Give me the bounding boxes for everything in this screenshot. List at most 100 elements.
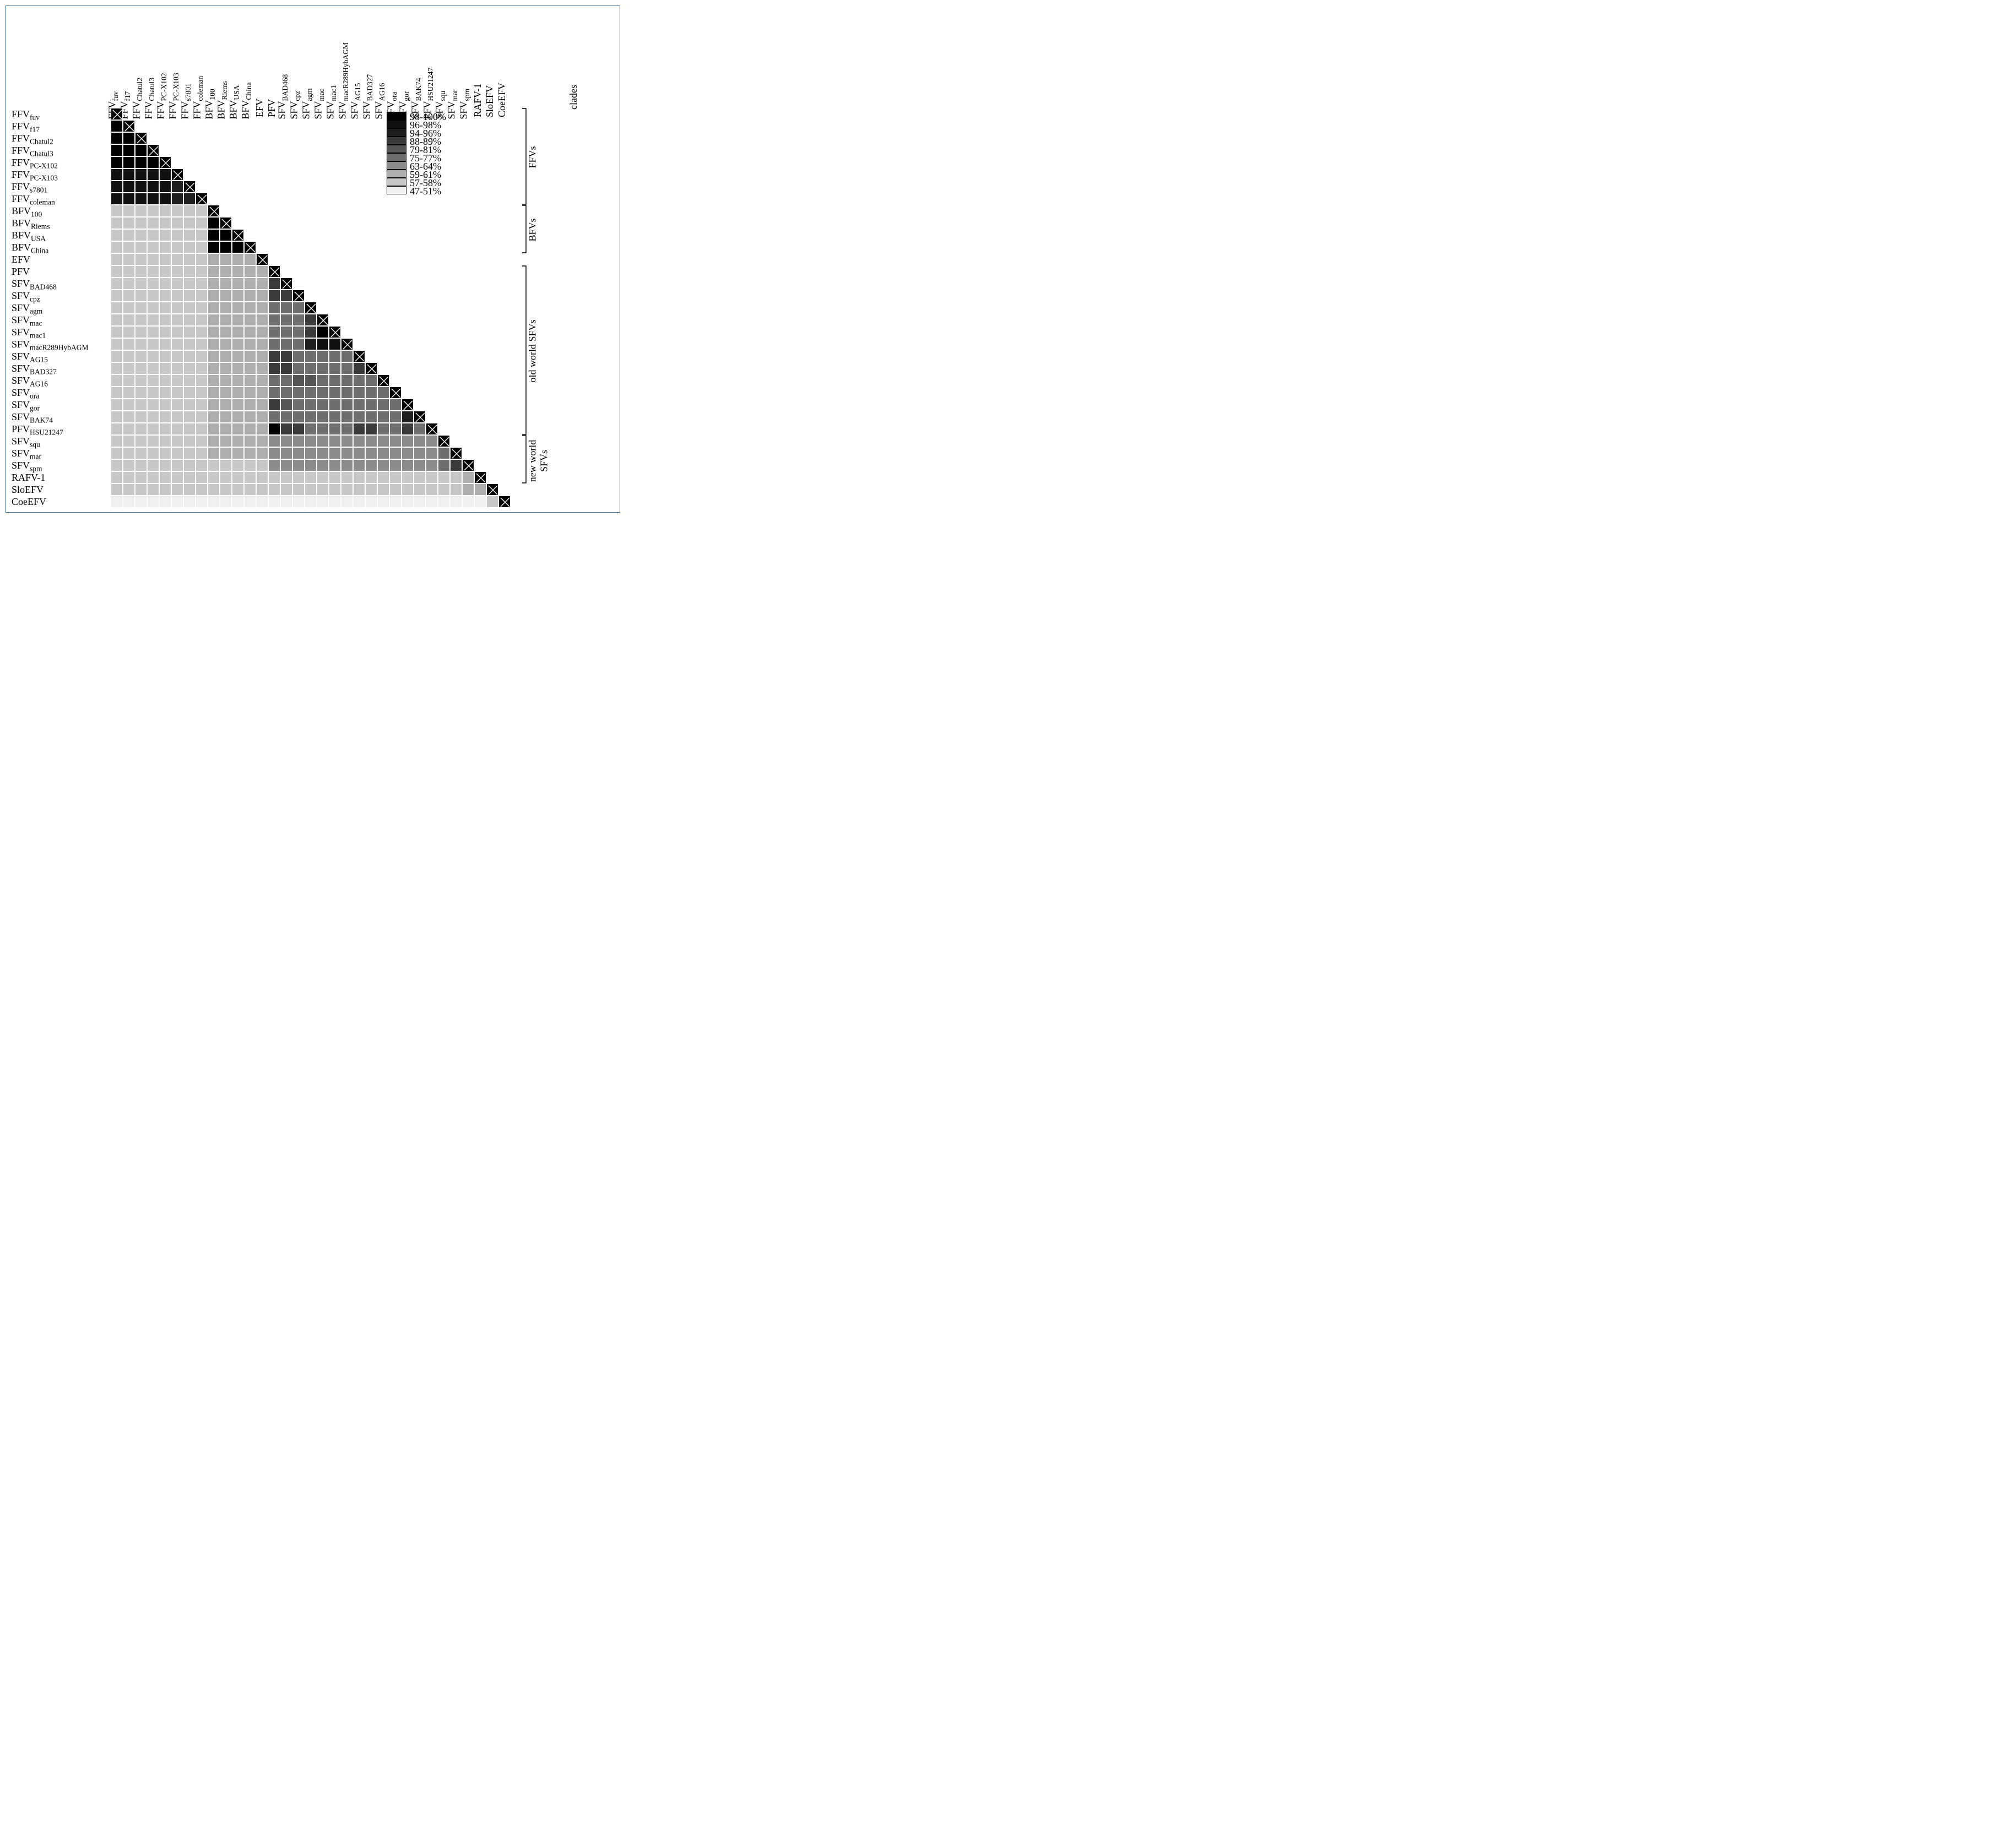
legend-swatch (387, 178, 406, 186)
heatmap-cell (111, 278, 123, 290)
heatmap-cell (147, 193, 159, 205)
heatmap-cell (292, 471, 305, 483)
heatmap-cell (220, 229, 232, 241)
heatmap-cell (159, 278, 171, 290)
heatmap-cell (159, 350, 171, 362)
heatmap-cell (123, 229, 135, 241)
heatmap-cell (377, 496, 389, 508)
heatmap-cell (280, 314, 292, 326)
heatmap-cell (159, 302, 171, 314)
heatmap-cell (183, 229, 196, 241)
heatmap-cell (292, 483, 305, 496)
heatmap-cell (196, 278, 208, 290)
heatmap-cell (135, 483, 147, 496)
heatmap-cell (147, 374, 159, 387)
heatmap-cell (474, 483, 486, 496)
heatmap-cell (135, 459, 147, 471)
heatmap-cell (111, 169, 123, 181)
heatmap-cell (305, 338, 317, 350)
heatmap-cell (280, 374, 292, 387)
heatmap-cell (414, 411, 426, 423)
heatmap-cell (353, 374, 365, 387)
heatmap-cell (305, 411, 317, 423)
row-label: SFVmac1 (12, 327, 107, 340)
heatmap-cell (414, 423, 426, 435)
heatmap-cell (232, 265, 244, 278)
heatmap-cell (365, 387, 377, 399)
heatmap-cell (171, 265, 183, 278)
heatmap-cell (220, 471, 232, 483)
heatmap-cell (317, 338, 329, 350)
heatmap-cell (389, 387, 402, 399)
heatmap-cell (292, 362, 305, 374)
heatmap-cell (123, 411, 135, 423)
heatmap-cell (208, 435, 220, 447)
heatmap-cell (402, 399, 414, 411)
heatmap-cell (147, 387, 159, 399)
heatmap-cell (123, 265, 135, 278)
heatmap-cell (135, 265, 147, 278)
heatmap-cell (135, 362, 147, 374)
heatmap-cell (147, 169, 159, 181)
heatmap-cell (220, 350, 232, 362)
heatmap-cell (305, 350, 317, 362)
legend-swatch (387, 186, 406, 194)
heatmap-cell (292, 399, 305, 411)
heatmap-cell (135, 144, 147, 156)
heatmap-cell (183, 411, 196, 423)
heatmap-cell (244, 278, 256, 290)
heatmap-cell (341, 411, 353, 423)
heatmap-cell (171, 241, 183, 253)
heatmap-cell (159, 229, 171, 241)
heatmap-cell (135, 229, 147, 241)
heatmap-cell (268, 471, 280, 483)
heatmap-cell (450, 471, 462, 483)
heatmap-cell (208, 326, 220, 338)
heatmap-cell (244, 362, 256, 374)
heatmap-cell (268, 411, 280, 423)
heatmap-cell (123, 169, 135, 181)
legend-label: 47-51% (410, 186, 441, 197)
heatmap-cell (220, 326, 232, 338)
heatmap-cell (147, 278, 159, 290)
heatmap-cell (256, 265, 268, 278)
heatmap-cell (147, 217, 159, 229)
heatmap-cell (111, 181, 123, 193)
heatmap-cell (171, 471, 183, 483)
heatmap-cell (208, 483, 220, 496)
heatmap-cell (450, 483, 462, 496)
heatmap-cell (123, 253, 135, 265)
heatmap-cell (438, 459, 450, 471)
legend-swatch (387, 137, 406, 145)
heatmap-cell (389, 496, 402, 508)
heatmap-cell (171, 314, 183, 326)
heatmap-cell (292, 290, 305, 302)
heatmap-cell (159, 362, 171, 374)
heatmap-cell (341, 496, 353, 508)
heatmap-cell (159, 290, 171, 302)
heatmap-cell (256, 459, 268, 471)
heatmap-cell (171, 423, 183, 435)
heatmap-cell (159, 471, 171, 483)
heatmap-cell (111, 205, 123, 217)
heatmap-cell (256, 387, 268, 399)
heatmap-cell (377, 387, 389, 399)
heatmap-cell (111, 241, 123, 253)
heatmap-cell (244, 314, 256, 326)
heatmap-cell (135, 156, 147, 169)
heatmap-cell (232, 387, 244, 399)
heatmap-cell (329, 362, 341, 374)
col-label: SFVspm (458, 89, 472, 119)
heatmap-cell (208, 205, 220, 217)
heatmap-cell (305, 447, 317, 459)
heatmap-cell (196, 483, 208, 496)
heatmap-cell (183, 483, 196, 496)
heatmap-cell (414, 483, 426, 496)
heatmap-cell (353, 459, 365, 471)
heatmap-cell (256, 411, 268, 423)
heatmap-cell (123, 399, 135, 411)
heatmap-cell (208, 423, 220, 435)
heatmap-cell (123, 302, 135, 314)
heatmap-cell (317, 326, 329, 338)
heatmap-cell (208, 338, 220, 350)
